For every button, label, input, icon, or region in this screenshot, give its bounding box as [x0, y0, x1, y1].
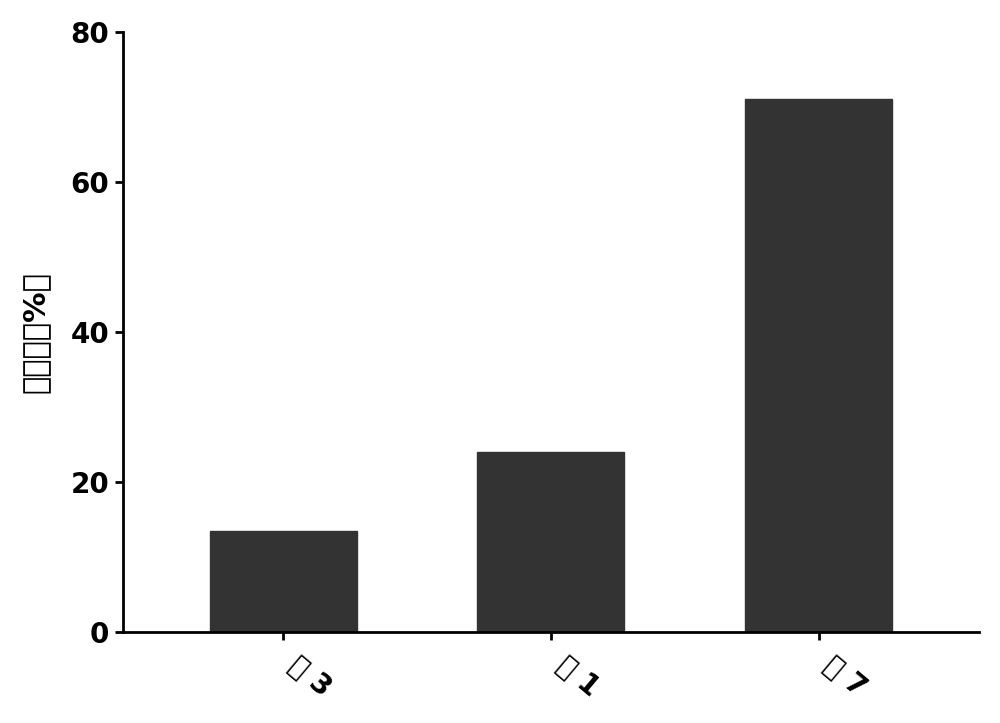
- Bar: [477, 452, 624, 632]
- Bar: [210, 531, 357, 632]
- Bar: [745, 99, 892, 632]
- Y-axis label: 增加量（%）: 增加量（%）: [21, 271, 50, 393]
